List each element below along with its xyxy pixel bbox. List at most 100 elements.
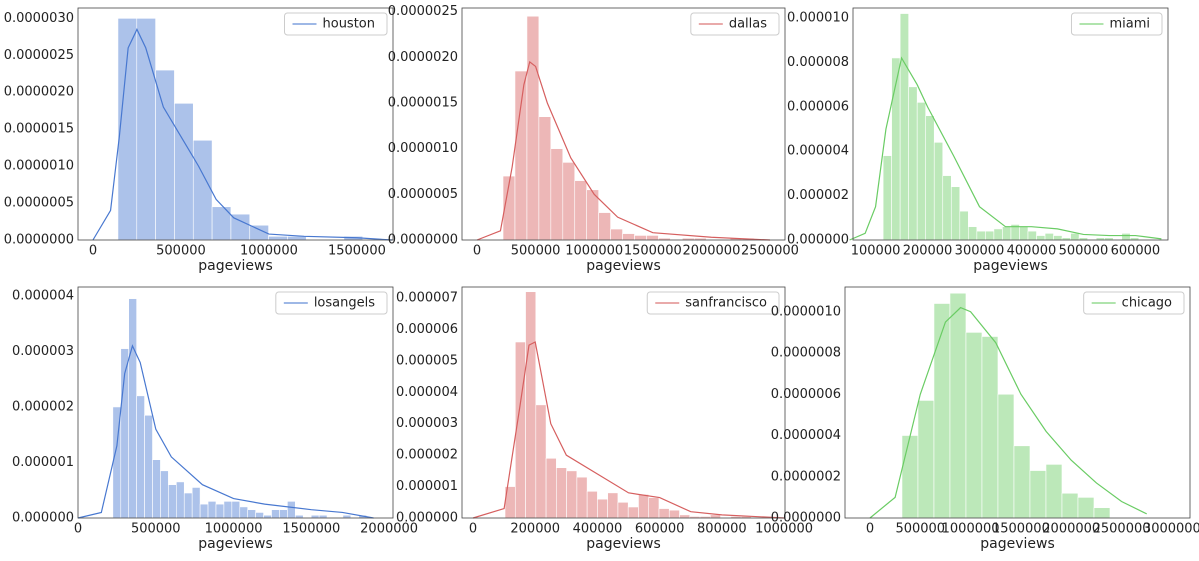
legend-box xyxy=(275,291,388,315)
legend-label: sanfrancisco xyxy=(685,296,767,311)
histogram-bar xyxy=(183,492,193,519)
y-tick-label: 0.000002 xyxy=(787,188,849,203)
subplot: 0.000000 0.000001 0.000002 0.000003 0.000004… xyxy=(396,286,813,552)
histogram-bar xyxy=(136,395,145,519)
histogram-bar xyxy=(1019,226,1029,241)
y-tick-label: 0.0000004 xyxy=(771,428,841,443)
histogram-bar xyxy=(901,435,919,519)
y-tick-label: 0.000004 xyxy=(396,385,458,400)
histogram-bar xyxy=(526,15,540,241)
y-tick-label: 0.0000000 xyxy=(771,511,841,526)
histogram-bar xyxy=(271,509,280,519)
histogram-bar xyxy=(965,332,983,519)
histogram-bar xyxy=(985,230,995,241)
y-tick-label: 0.0000025 xyxy=(388,4,458,19)
x-tick-label: 1000000 xyxy=(755,522,813,537)
x-tick-label: 200000 xyxy=(510,522,560,537)
x-tick-label: 0 xyxy=(469,522,477,537)
y-tick-label: 0.000002 xyxy=(12,399,74,414)
histogram-bar xyxy=(155,69,175,241)
subplot: 0.0000000 0.0000002 0.0000004 0.0000006 0.00… xyxy=(771,286,1199,552)
histogram-bar xyxy=(597,498,608,519)
histogram-bar xyxy=(199,503,209,519)
legend: dallas xyxy=(690,12,780,36)
x-tick-label: 1500000 xyxy=(282,522,340,537)
histogram-bar xyxy=(1045,464,1063,519)
x-tick-label: 1500000 xyxy=(992,522,1050,537)
y-tick-label: 0.000007 xyxy=(396,291,458,306)
y-tick-label: 0.0000008 xyxy=(771,346,841,361)
histogram-bar xyxy=(882,155,892,241)
legend: houston xyxy=(284,12,388,36)
legend-label: dallas xyxy=(729,17,767,32)
x-tick-label: 400000 xyxy=(573,522,623,537)
y-tick-label: 0.0000025 xyxy=(4,48,74,63)
y-tick-label: 0.000003 xyxy=(12,344,74,359)
subplot: 0.000000 0.000001 0.000002 0.000003 0.000004… xyxy=(12,286,418,552)
x-tick-label: 200000 xyxy=(903,244,953,259)
histogram-bar xyxy=(638,494,650,519)
y-tick-label: 0.000006 xyxy=(396,322,458,337)
histogram-bar xyxy=(959,210,969,241)
plot-frame xyxy=(852,7,1169,241)
histogram-bar xyxy=(968,226,978,241)
x-tick-label: 1000000 xyxy=(565,244,623,259)
histogram-bar xyxy=(925,115,935,241)
histogram-bar xyxy=(942,175,952,241)
kde-line xyxy=(77,344,374,519)
histogram-bar xyxy=(997,393,1015,519)
histogram-bar xyxy=(607,492,619,519)
histogram-bar xyxy=(160,470,169,519)
histogram-bar xyxy=(525,291,537,519)
histogram-bar xyxy=(191,487,201,519)
histogram-bar xyxy=(287,501,296,519)
x-axis-label: pageviews xyxy=(198,536,273,552)
x-tick-label: 2000000 xyxy=(682,244,740,259)
histogram-bar xyxy=(1053,235,1063,241)
x-tick-label: 500000 xyxy=(511,244,561,259)
histogram-bar xyxy=(679,514,691,519)
histogram-bar xyxy=(950,186,961,241)
x-axis-label: pageviews xyxy=(198,258,273,274)
histogram-bar xyxy=(310,514,320,519)
histogram-bar xyxy=(617,501,629,519)
legend-box xyxy=(1070,12,1163,36)
histogram-bar xyxy=(710,514,721,519)
x-tick-label: 1000000 xyxy=(205,522,263,537)
histogram-bar xyxy=(576,476,588,519)
x-tick-label: 500000 xyxy=(1059,244,1109,259)
histogram-bar xyxy=(279,509,288,519)
y-tick-label: 0.000000 xyxy=(12,511,74,526)
kde-line xyxy=(472,341,785,519)
histogram-bar xyxy=(917,400,935,519)
y-tick-label: 0.000002 xyxy=(396,448,458,463)
y-tick-label: 0.0000015 xyxy=(4,122,74,137)
y-tick-label: 0.0000020 xyxy=(388,50,458,65)
legend: sanfrancisco xyxy=(646,291,780,315)
histogram-bar xyxy=(634,235,647,241)
x-tick-label: 1500000 xyxy=(624,244,682,259)
histogram-bar xyxy=(981,336,999,519)
y-tick-label: 0.000004 xyxy=(787,144,849,159)
histogram-bar xyxy=(933,303,951,519)
y-tick-label: 0.000006 xyxy=(787,99,849,114)
x-tick-label: 0 xyxy=(74,522,82,537)
x-tick-label: 1000000 xyxy=(240,244,298,259)
x-axis-label: pageviews xyxy=(980,536,1055,552)
x-tick-label: 100000 xyxy=(851,244,901,259)
histogram-bar xyxy=(1077,497,1095,519)
histogram-bar xyxy=(1061,492,1079,519)
histogram-bar xyxy=(538,116,552,241)
histogram-bar xyxy=(514,70,528,241)
histogram-bar xyxy=(144,414,153,519)
histogram-bar xyxy=(976,230,986,241)
x-tick-label: 1500000 xyxy=(328,244,386,259)
histogram-bar xyxy=(949,292,967,519)
histogram-bar xyxy=(598,212,611,241)
histogram-bar xyxy=(295,514,304,519)
histogram-bar xyxy=(545,457,557,519)
x-tick-label: 0 xyxy=(89,244,97,259)
histogram-bar xyxy=(152,459,161,519)
x-tick-label: 500000 xyxy=(156,244,206,259)
plot-frame xyxy=(461,7,786,241)
